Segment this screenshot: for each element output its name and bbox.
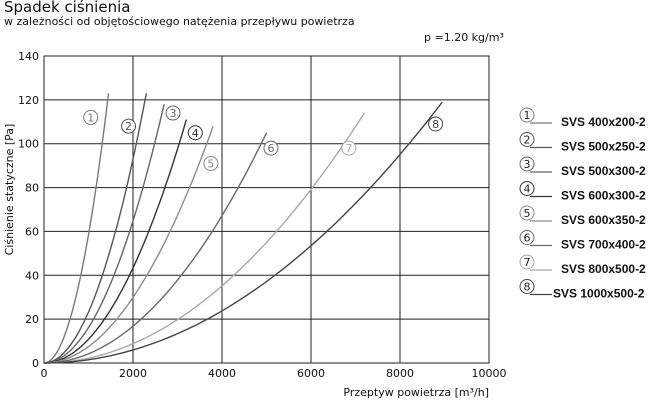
legend-series-name: SVS 700x400-2 [561, 238, 646, 252]
y-tick-label: 80 [25, 182, 39, 195]
legend-marker-number: 4 [524, 183, 531, 196]
y-axis-label: Ciśnienie statyczne [Pa] [3, 124, 16, 256]
series-line-5 [43, 125, 214, 364]
plot-area [43, 55, 490, 364]
curve-marker-number: 4 [192, 127, 199, 140]
legend-marker-number: 2 [524, 134, 531, 147]
curve-marker-circle [263, 140, 279, 156]
series-line-1 [43, 93, 110, 364]
legend-marker-number: 5 [524, 207, 531, 220]
curve-marker-number: 8 [432, 118, 439, 131]
curve-marker-circle [428, 116, 444, 132]
legend-series-name: SVS 800x500-2 [561, 262, 646, 276]
series-line-7 [43, 112, 365, 364]
legend-marker-circle [519, 107, 535, 123]
series-line-6 [43, 132, 268, 364]
legend-marker-circle [519, 205, 535, 221]
y-tick-label: 140 [18, 50, 39, 63]
y-tick-label: 0 [32, 357, 39, 370]
series-line-3 [43, 104, 165, 364]
curve-marker-number: 6 [267, 142, 274, 155]
x-tick-label: 0 [41, 367, 48, 380]
curve-marker-circle [187, 125, 203, 141]
x-tick-label: 2000 [119, 367, 147, 380]
legend-series-name: SVS 500x300-2 [561, 164, 646, 178]
series-line-4 [43, 119, 188, 364]
y-tick-label: 100 [18, 138, 39, 151]
x-tick-label: 4000 [208, 367, 236, 380]
legend-marker-number: 1 [524, 109, 531, 122]
curve-marker-circle [121, 118, 137, 134]
legend-series-name: SVS 600x300-2 [561, 189, 646, 203]
air-density-note: p =1.20 kg/m³ [424, 31, 504, 44]
legend-marker-number: 8 [524, 281, 531, 294]
legend-series-name: SVS 400x200-2 [561, 115, 646, 129]
x-axis-label: Przeptyw powietrza [m³/h] [343, 386, 489, 399]
y-tick-label: 60 [25, 225, 39, 238]
legend-series-name: SVS 600x350-2 [561, 213, 646, 227]
x-tick-label: 8000 [386, 367, 414, 380]
legend-marker-circle [519, 230, 535, 245]
curve-marker-circle [341, 140, 357, 156]
legend-marker-circle [519, 254, 535, 270]
curve-marker-number: 3 [170, 107, 177, 120]
legend-marker-circle [519, 279, 535, 294]
curve-marker-number: 1 [87, 111, 94, 124]
x-tick-label: 10000 [472, 367, 507, 380]
chart-title: Spadek ciśnienia [4, 0, 131, 16]
legend-series-name: SVS 500x250-2 [561, 140, 646, 154]
x-tick-label: 6000 [297, 367, 325, 380]
legend-marker-number: 6 [524, 232, 531, 245]
curve-marker-number: 5 [207, 157, 214, 170]
legend-marker-circle [519, 132, 535, 147]
legend-marker-circle [519, 181, 535, 196]
y-tick-label: 20 [25, 313, 39, 326]
curve-marker-circle [83, 109, 99, 125]
curve-marker-number: 2 [125, 120, 132, 133]
legend-marker-number: 7 [524, 256, 531, 269]
curve-marker-circle [165, 105, 181, 121]
series-line-2 [43, 93, 148, 364]
y-tick-label: 40 [25, 269, 39, 282]
curve-marker-circle [203, 155, 219, 171]
curve-marker-number: 7 [345, 142, 352, 155]
series-line-8 [43, 101, 443, 364]
legend-marker-number: 3 [524, 158, 531, 171]
chart-subtitle: w zależności od objętościowego natężenia… [4, 15, 355, 28]
legend-series-name: SVS 1000x500-2 [553, 287, 645, 301]
legend-marker-circle [519, 156, 535, 172]
y-tick-label: 120 [18, 94, 39, 107]
